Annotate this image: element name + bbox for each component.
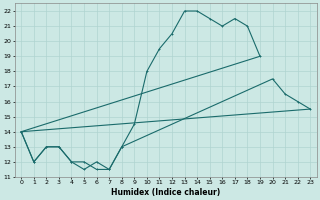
X-axis label: Humidex (Indice chaleur): Humidex (Indice chaleur) <box>111 188 220 197</box>
